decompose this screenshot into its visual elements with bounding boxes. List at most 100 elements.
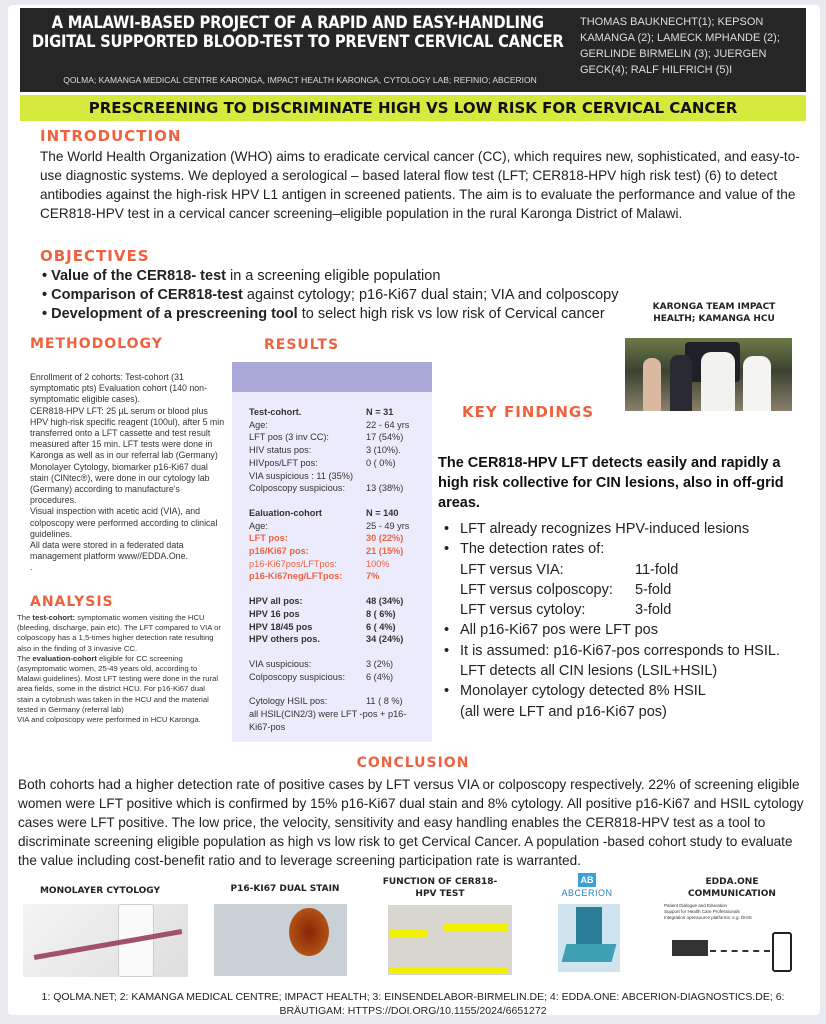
person-shape xyxy=(743,356,771,411)
objectives-heading: OBJECTIVES xyxy=(40,247,150,265)
key-findings-statement: The CER818-HPV LFT detects easily and ra… xyxy=(438,455,784,511)
person-shape xyxy=(643,358,661,411)
analysis-paragraph: The evaluation-cohort eligible for CC sc… xyxy=(17,654,222,715)
analysis-text: The test-cohort: symptomatic women visit… xyxy=(17,613,222,725)
result-label: HPV others pos. xyxy=(249,634,320,645)
analysis-paragraph: The test-cohort: symptomatic women visit… xyxy=(17,613,222,654)
result-label: LFT pos (3 inv CC): xyxy=(249,432,329,443)
abcerion-logo: AB xyxy=(578,873,596,887)
result-value: 22 - 64 yrs xyxy=(366,419,410,430)
result-value: 17 (54%) xyxy=(366,432,404,443)
result-row: Colposcopy suspicious: 13 (38%) xyxy=(249,482,432,495)
test-function-image xyxy=(388,905,512,975)
result-value: 11 ( 8 %) xyxy=(366,696,403,707)
key-finding-text: It is assumed: p16-Ki67-pos corresponds … xyxy=(460,642,780,659)
text-bold: evaluation-cohort xyxy=(32,653,97,663)
result-row: HIVpos/LFT pos: 0 ( 0%) xyxy=(249,457,432,470)
result-value: 6 (4%) xyxy=(366,671,394,682)
result-row: HPV others pos. 34 (24%) xyxy=(249,633,432,646)
result-label: HPV 16 pos xyxy=(249,608,300,619)
figure-title: MONOLAYER CYTOLOGY xyxy=(39,886,161,896)
spacer xyxy=(249,583,432,595)
result-label: VIA suspicious : 11 (35%) xyxy=(249,470,354,481)
result-row: LFT pos: 30 (22%) xyxy=(249,532,432,545)
key-finding-item: LFT already recognizes HPV-induced lesio… xyxy=(438,519,823,540)
result-row: Test-cohort. N = 31 xyxy=(249,406,432,419)
authors: THOMAS BAUKNECHT(1); KEPSON KAMANGA (2);… xyxy=(580,16,780,76)
affiliations: QOLMA; KAMANGA MEDICAL CENTRE KARONGA, I… xyxy=(63,75,537,85)
result-label: LFT pos: xyxy=(249,533,288,544)
result-value: N = 31 xyxy=(366,407,394,417)
key-finding-value: 3-fold xyxy=(635,602,672,619)
subtitle-band: PRESCREENING TO DISCRIMINATE HIGH VS LOW… xyxy=(20,95,806,121)
result-label: Age: xyxy=(249,419,268,430)
team-photo xyxy=(625,338,792,411)
result-row: Age: 25 - 49 yrs xyxy=(249,520,432,533)
result-value: 3 (2%) xyxy=(366,658,394,669)
result-label: HIV status pos: xyxy=(249,445,312,456)
result-row: Cytology HSIL pos: 11 ( 8 %) xyxy=(249,695,432,708)
edda-bullet: Support for Health Care Professionals xyxy=(664,909,740,914)
result-value: 8 ( 6%) xyxy=(366,608,396,619)
edda-bullet: Integration opensource platforms: e.g. D… xyxy=(664,915,752,920)
key-finding-text: LFT already recognizes HPV-induced lesio… xyxy=(460,521,750,537)
spacer xyxy=(249,646,432,658)
dual-stain-image xyxy=(214,904,347,976)
methodology-heading: METHODOLOGY xyxy=(30,336,163,352)
result-row: p16-Ki67neg/LFTpos: 7% xyxy=(249,570,432,583)
person-shape xyxy=(670,355,692,411)
figure-title: FUNCTION OF CER818-HPV TEST xyxy=(382,877,498,899)
key-findings-heading: KEY FINDINGS xyxy=(462,403,595,421)
result-value: N = 140 xyxy=(366,507,399,518)
result-row: p16/Ki67 pos: 21 (15%) xyxy=(249,545,432,558)
result-value: 0 ( 0%) xyxy=(366,457,396,468)
result-label: Age: xyxy=(249,520,268,531)
result-note: all HSIL(CIN2/3) were LFT -pos + p16-Ki6… xyxy=(249,709,407,732)
key-findings-list: LFT already recognizes HPV-induced lesio… xyxy=(438,519,823,722)
device-base xyxy=(561,944,617,962)
text: eligible for CC screening (asymptomatic … xyxy=(17,653,219,714)
result-row: Colposcopy suspicious: 6 (4%) xyxy=(249,671,432,684)
result-label: p16-Ki67pos/LFTpos: xyxy=(249,558,337,569)
phone-icon xyxy=(772,932,792,972)
result-row: HPV 16 pos 8 ( 6%) xyxy=(249,608,432,621)
objective-item: Development of a prescreening tool to se… xyxy=(42,305,632,324)
result-label: HPV all pos: xyxy=(249,596,303,607)
footer-references: 1: QOLMA.NET; 2: KAMANGA MEDICAL CENTRE;… xyxy=(41,991,785,1017)
result-row: VIA suspicious: 3 (2%) xyxy=(249,658,432,671)
result-value: 6 ( 4%) xyxy=(366,621,396,632)
key-finding-item: It is assumed: p16-Ki67-pos corresponds … xyxy=(438,641,823,662)
team-label: KARONGA TEAM IMPACT HEALTH; KAMANGA HCU xyxy=(652,302,776,324)
results-table: Test-cohort. N = 31 Age: 22 - 64 yrs LFT pos… xyxy=(232,392,432,733)
poster-header: A MALAWI-BASED PROJECT OF A RAPID AND EA… xyxy=(20,8,806,92)
objective-text: in a screening eligible population xyxy=(225,268,441,284)
objective-item: Comparison of CER818-test against cytolo… xyxy=(42,286,632,305)
result-label: HPV 18/45 pos xyxy=(249,621,313,632)
poster-title: A MALAWI-BASED PROJECT OF A RAPID AND EA… xyxy=(31,13,564,52)
result-row: LFT pos (3 inv CC): 17 (54%) xyxy=(249,431,432,444)
person-shape xyxy=(701,352,735,411)
conclusion-text: Both cohorts had a higher detection rate… xyxy=(18,777,804,868)
result-value: 30 (22%) xyxy=(366,533,404,544)
spacer xyxy=(249,495,432,507)
results-box: Test-cohort. N = 31 Age: 22 - 64 yrs LFT pos… xyxy=(232,362,432,742)
objective-text: against cytology; p16-Ki67 dual stain; V… xyxy=(242,287,619,303)
figure-title: P16-KI67 DUAL STAIN xyxy=(230,884,340,894)
result-label: p16-Ki67neg/LFTpos: xyxy=(249,571,343,582)
result-label: Test-cohort. xyxy=(249,407,302,417)
label-shape xyxy=(390,930,428,937)
key-finding-text: (all were LFT and p16-Ki67 pos) xyxy=(460,703,667,720)
key-finding-text: The detection rates of: xyxy=(460,541,605,558)
stained-cell xyxy=(289,908,329,956)
text: The xyxy=(17,653,33,663)
key-finding-text: LFT versus colposcopy: xyxy=(460,581,613,598)
device-shape xyxy=(576,907,602,949)
result-label: HIVpos/LFT pos: xyxy=(249,457,318,468)
key-finding-text: LFT versus VIA: xyxy=(460,561,564,578)
brush-shape xyxy=(33,929,183,960)
analysis-heading: ANALYSIS xyxy=(30,594,114,610)
result-row: p16-Ki67pos/LFTpos: 100% xyxy=(249,558,432,571)
objective-text: to select high risk vs low risk of Cervi… xyxy=(297,306,605,322)
objective-bold: Value of the CER818- test xyxy=(51,268,226,284)
key-finding-text: LFT versus cytoloy: xyxy=(460,602,586,619)
